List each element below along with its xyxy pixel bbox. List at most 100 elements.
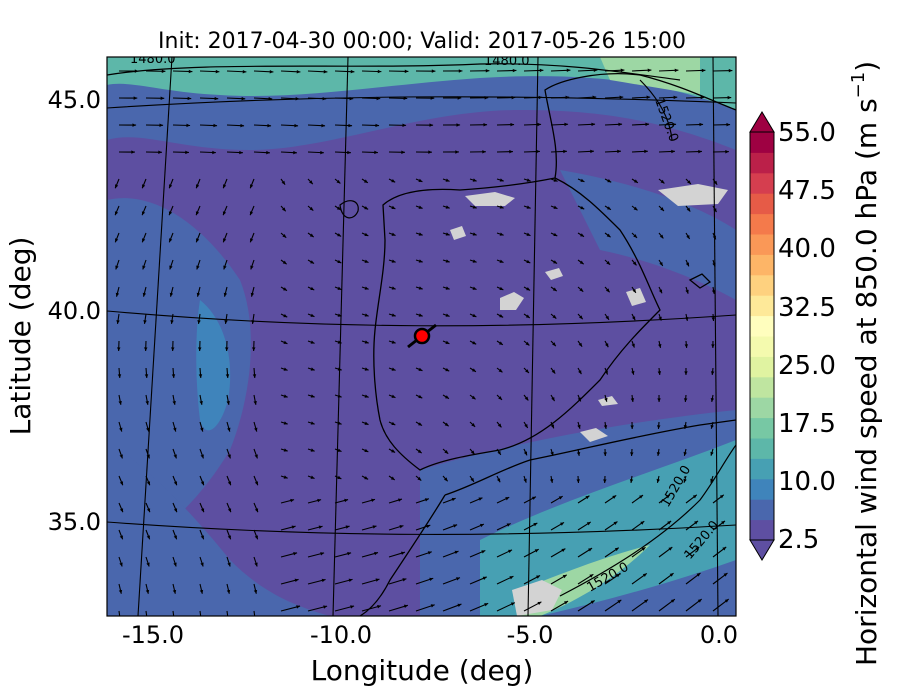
wind-arrow-head [618,122,623,127]
wind-arrow-head [133,96,138,100]
wind-arrow-head [310,448,315,452]
wind-arrow-head [457,96,462,100]
wind-arrow-head [142,292,147,297]
wind-arrow-head [536,575,541,579]
wind-arrow-head [686,207,691,212]
wind-arrow-head [578,342,583,347]
wind-arrow-head [399,525,404,529]
wind-arrow-head [604,370,608,375]
wind-arrow-head [457,603,462,607]
wind-arrow-head [483,123,488,127]
wind-arrow-head [267,123,272,128]
wind-arrow-head [254,508,259,513]
wind-arrow-head [310,313,315,317]
wind-arrow-head [253,400,257,405]
wind-arrow-head [564,601,569,605]
wind-arrow-head [657,425,661,429]
island-balearic [688,273,712,289]
wind-arrow-head [310,421,315,425]
wind-arrow-head [337,259,342,264]
wind-arrow-head [722,546,727,551]
wind-arrow-head [728,68,733,73]
wind-arrow-head [712,235,716,240]
wind-arrow-head [349,96,354,101]
map-frame [106,56,737,617]
wind-arrow-head [144,374,149,378]
wind-arrow-head [283,475,288,479]
wind-arrow-head [509,576,514,580]
wind-arrow-head [619,95,624,100]
wind-arrow-head [710,424,714,429]
wind-arrow-head [269,70,274,74]
wind-arrow-head [417,476,422,481]
wind-arrow-head [727,95,732,100]
wind-arrow-head [119,562,123,567]
wind-arrow-head [116,320,120,324]
wind-arrow-head [665,494,670,499]
wind-arrow-head [633,234,638,238]
wind-arrow-head [337,340,342,344]
wind-arrow-head [198,374,203,378]
wind-arrow-head [498,341,503,345]
wind-arrow-head [254,454,258,459]
wind-arrow-head [523,451,528,456]
wind-arrow-head [141,184,146,189]
wind-arrow-head [372,525,377,529]
wind-arrow-head [560,522,565,526]
wind-arrow-head [526,205,531,209]
wind-arrow-head [509,149,513,154]
missing-patch [465,192,515,206]
wind-arrow-head [119,454,123,459]
missing-patch [658,184,728,206]
colorbar-segment [750,315,774,337]
wind-arrow-head [227,535,231,540]
wind-arrow-head [159,123,164,127]
wind-arrow-head [293,150,297,155]
wind-arrow-head [418,286,423,290]
missing-data-patches [450,184,728,616]
wind-arrow-head [701,68,706,73]
wind-arrow-head [658,343,662,348]
wind-arrow-head [227,454,231,459]
y-tick-label: 45.0 [48,86,101,114]
wind-arrow-head [391,259,396,263]
colorbar-segments [750,132,774,541]
wind-arrow-head [564,122,569,127]
wind-arrow-head [578,370,582,375]
wind-arrow-head [173,454,177,459]
wind-arrow-head [632,288,636,293]
wind-arrow-head [659,234,664,239]
wind-arrow-head [249,184,254,189]
wind-arrow-head [646,95,651,100]
colorbar-segment [750,132,774,153]
wind-arrow-head [590,149,594,154]
wind-arrow-head [296,605,301,609]
wind-arrow-head [639,495,643,499]
wind-arrow-head [144,347,148,351]
wind-arrow-head [227,427,231,432]
wind-arrow-head [578,315,583,320]
wind-vectors [114,68,733,616]
wind-arrow-head [445,340,450,344]
wind-arrow-head [196,238,200,243]
contour-1520-s [559,444,736,597]
meridian-15 [137,57,173,616]
wind-arrow-head [593,68,598,72]
colorbar-tick-label: 25.0 [778,351,836,381]
colorbar-label-main: Horizontal wind speed at 850.0 hPa (m s [850,98,883,666]
wind-arrow-head [391,179,396,183]
wind-arrow-head [585,495,590,500]
wind-arrow-head [364,448,369,453]
wind-arrow-head [445,232,450,236]
wind-arrow-head [668,547,673,551]
wind-arrow-head [173,481,178,486]
wind-arrow-head [310,367,315,371]
wind-arrow-head [523,478,527,483]
wind-arrow-head [472,313,477,317]
colorbar-segment [750,376,774,398]
wind-arrow-head [686,235,690,240]
wind-arrow-head [551,397,555,402]
meridian-0 [712,57,719,616]
wind-arrow-head [364,259,369,263]
wind-arrow-head [225,347,229,351]
